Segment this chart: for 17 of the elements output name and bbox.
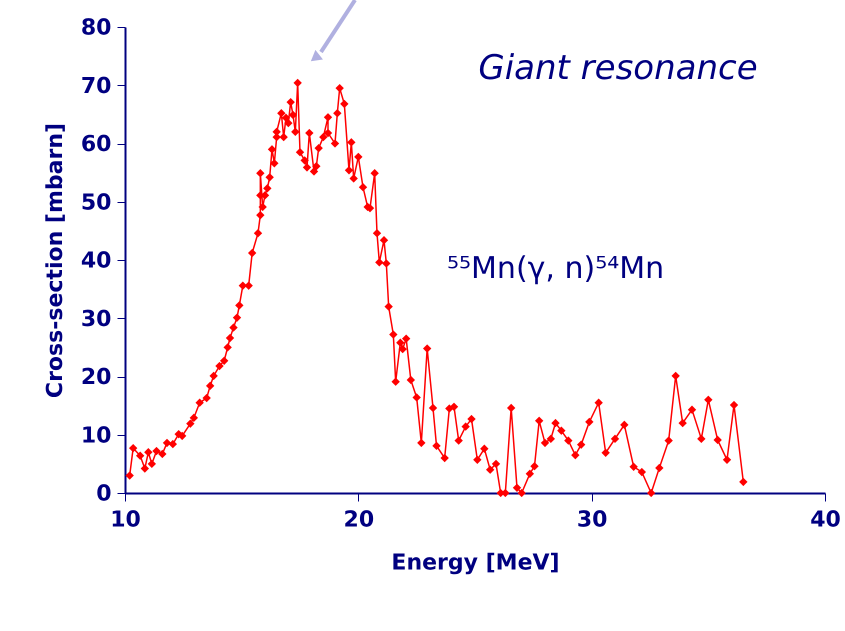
y-tick-label: 40: [80, 248, 112, 274]
y-axis-title: Cross-section [mbarn]: [42, 122, 68, 398]
x-tick-label: 10: [110, 508, 141, 532]
annotation: Giant resonance: [478, 48, 758, 88]
annotation: ⁵⁵Mn(γ, n)⁵⁴Mn: [447, 251, 664, 286]
y-tick-label: 70: [80, 74, 112, 99]
x-tick-label: 40: [810, 508, 841, 532]
x-tick-label: 20: [344, 508, 374, 532]
y-tick-label: 30: [80, 306, 112, 332]
y-tick-label: 50: [80, 190, 112, 216]
x-tick-label: 30: [576, 508, 608, 532]
y-tick-label: 10: [80, 423, 112, 448]
y-tick-label: 80: [80, 16, 112, 40]
x-axis-title: Energy [MeV]: [391, 550, 560, 576]
y-tick-label: 60: [80, 132, 112, 157]
y-tick-label: 20: [80, 365, 112, 390]
y-tick-label: 0: [96, 482, 112, 506]
